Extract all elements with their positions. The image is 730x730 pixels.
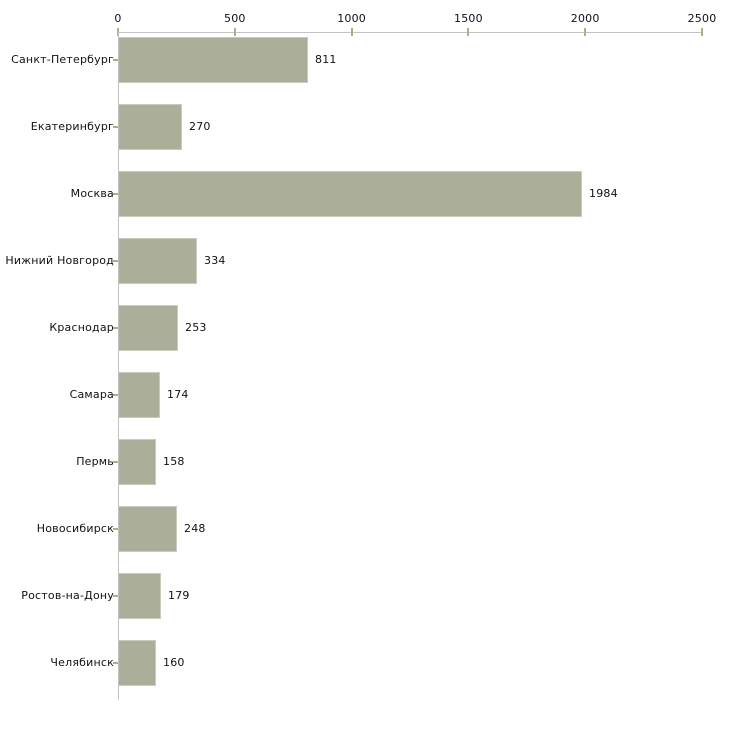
value-label: 174: [167, 388, 189, 401]
value-label: 270: [189, 120, 211, 133]
bar: [119, 372, 160, 418]
x-tick-mark: [467, 28, 470, 36]
x-axis-line: [118, 32, 703, 33]
value-label: 160: [163, 656, 185, 669]
x-tick-label: 2500: [687, 12, 717, 25]
x-tick-label: 1500: [453, 12, 483, 25]
bar: [119, 573, 161, 619]
value-label: 253: [185, 321, 207, 334]
x-tick-label: 500: [223, 12, 246, 25]
category-label: Ростов-на-Дону: [21, 589, 114, 602]
value-label: 179: [168, 589, 190, 602]
y-axis-line: [118, 32, 119, 700]
x-tick-label: 1000: [337, 12, 366, 25]
bar: [119, 104, 182, 150]
category-label: Нижний Новгород: [5, 254, 114, 267]
bar: [119, 439, 156, 485]
category-label: Москва: [70, 187, 114, 200]
category-tick-mark: [113, 394, 118, 396]
value-label: 811: [315, 53, 337, 66]
category-tick-mark: [113, 461, 118, 463]
x-tick-label: 2000: [570, 12, 600, 25]
category-tick-mark: [113, 260, 118, 262]
bar: [119, 506, 177, 552]
value-label: 1984: [589, 187, 618, 200]
bar: [119, 37, 308, 83]
category-label: Новосибирск: [36, 522, 114, 535]
bar: [119, 305, 178, 351]
category-label: Челябинск: [50, 656, 114, 669]
x-tick-mark: [233, 28, 236, 36]
x-tick-mark: [701, 28, 703, 36]
category-tick-mark: [113, 662, 118, 664]
category-tick-mark: [113, 193, 118, 195]
value-label: 158: [163, 455, 185, 468]
bar: [119, 640, 156, 686]
bar: [119, 238, 197, 284]
category-tick-mark: [113, 126, 118, 128]
value-label: 334: [204, 254, 226, 267]
category-tick-mark: [113, 528, 118, 530]
category-label: Пермь: [76, 455, 114, 468]
category-tick-mark: [113, 59, 118, 61]
value-label: 248: [184, 522, 206, 535]
x-tick-mark: [584, 28, 587, 36]
x-tick-label: 0: [114, 12, 122, 25]
category-tick-mark: [113, 595, 118, 597]
category-label: Екатеринбург: [30, 120, 114, 133]
bar: [119, 171, 582, 217]
x-tick-mark: [350, 28, 353, 36]
category-label: Краснодар: [49, 321, 114, 334]
category-label: Самара: [69, 388, 114, 401]
category-tick-mark: [113, 327, 118, 329]
category-label: Санкт-Петербург: [11, 53, 114, 66]
